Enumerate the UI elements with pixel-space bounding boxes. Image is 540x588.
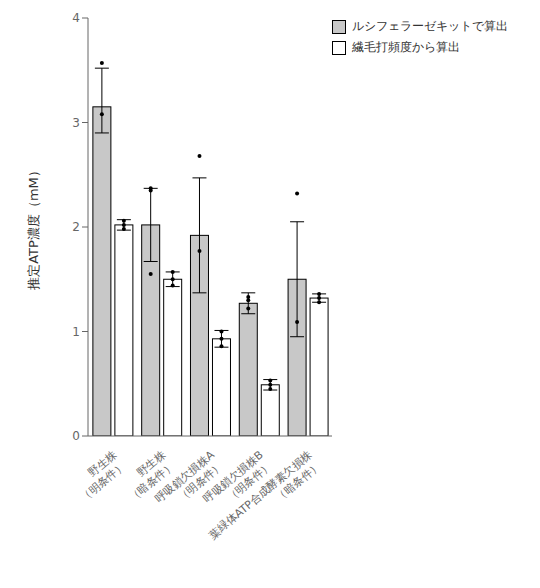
svg-text:推定ATP濃度（mM）: 推定ATP濃度（mM） bbox=[26, 164, 41, 290]
svg-text:2: 2 bbox=[72, 220, 80, 234]
svg-text:呼吸鎖欠損株A（明条件）: 呼吸鎖欠損株A（明条件） bbox=[152, 448, 226, 516]
svg-text:葉緑体ATP合成酵素欠損株（暗条件）: 葉緑体ATP合成酵素欠損株（暗条件） bbox=[207, 448, 324, 552]
svg-text:0: 0 bbox=[72, 429, 80, 443]
svg-text:1: 1 bbox=[72, 325, 80, 339]
svg-text:野生株（明条件）: 野生株（明条件） bbox=[69, 448, 128, 504]
svg-text:3: 3 bbox=[72, 116, 80, 130]
svg-text:4: 4 bbox=[72, 11, 80, 25]
